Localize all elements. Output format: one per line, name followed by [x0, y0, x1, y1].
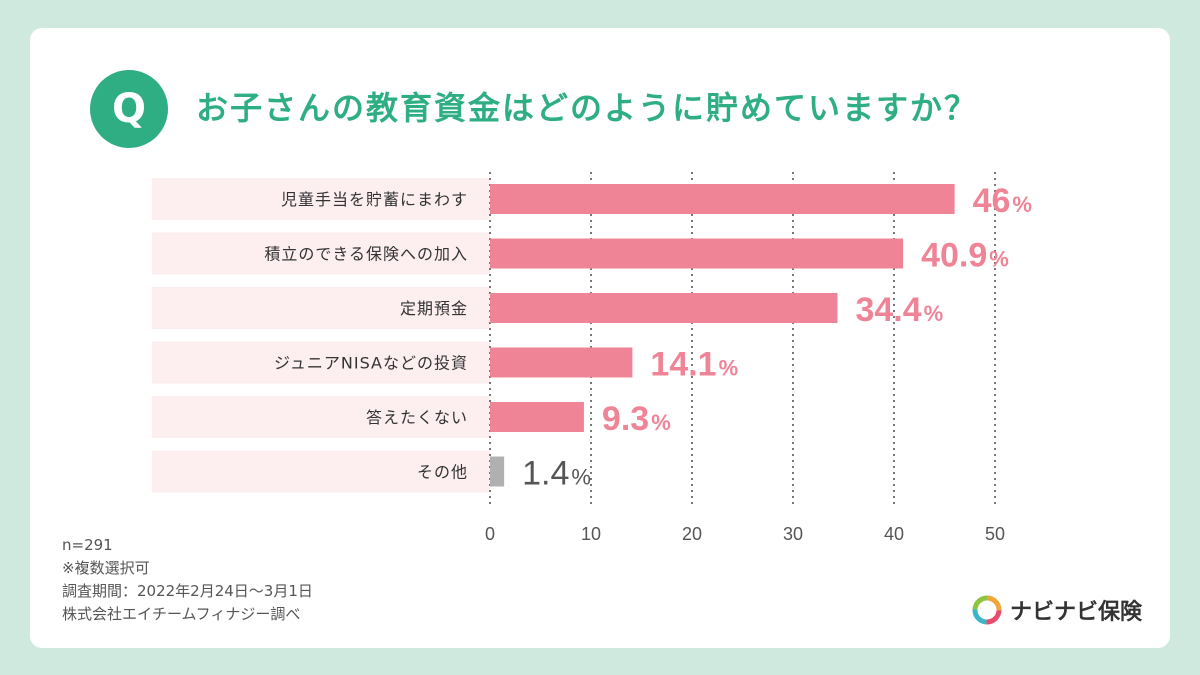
bar [490, 402, 584, 432]
value-unit: % [571, 465, 591, 490]
brand-logo: ナビナビ保険 [970, 590, 1142, 630]
value-unit: % [1012, 192, 1032, 217]
value-label: 1.4% [522, 455, 591, 493]
x-tick-label: 0 [485, 524, 495, 544]
value-label: 14.1% [650, 346, 738, 384]
value-unit: % [924, 301, 944, 326]
category-label-bg [152, 450, 490, 493]
category-label: 児童手当を貯蓄にまわす [281, 190, 468, 209]
brand-name: ナビナビ保険 [1010, 600, 1143, 625]
category-label-bg [152, 178, 490, 220]
bar [490, 184, 955, 214]
category-label: 定期預金 [400, 299, 468, 318]
value-label: 9.3% [602, 400, 671, 438]
bar [490, 456, 505, 487]
bar [490, 293, 838, 323]
sample-size-note: n=291 [62, 536, 113, 554]
category-label-bg [152, 287, 490, 329]
category-label-bg [152, 341, 490, 384]
category-label: その他 [417, 463, 468, 482]
value-unit: % [989, 247, 1009, 272]
value-label: 46% [973, 182, 1032, 220]
survey-notes: n=291 ※複数選択可 調査期間：2022年2月24日～3月1日 株式会社エイ… [62, 534, 313, 626]
category-label: 積立のできる保険への加入 [264, 245, 468, 264]
value-label: 40.9% [921, 237, 1009, 275]
x-tick-label: 40 [884, 524, 904, 544]
survey-period-note: 調査期間：2022年2月24日～3月1日 [62, 582, 313, 600]
brand-ring-icon [972, 595, 1002, 625]
category-label-bg [152, 232, 490, 275]
x-tick-label: 50 [985, 524, 1005, 544]
multiple-choice-note: ※複数選択可 [62, 559, 150, 577]
bar [490, 347, 633, 378]
source-note: 株式会社エイチームフィナジー調べ [62, 605, 301, 623]
value-unit: % [651, 410, 671, 435]
category-label: 答えたくない [366, 408, 468, 427]
value-label: 34.4% [855, 291, 943, 329]
category-label-bg [152, 396, 490, 438]
question-title: お子さんの教育資金はどのように貯めていますか？ [196, 89, 979, 127]
bar [490, 238, 904, 269]
x-tick-label: 10 [581, 524, 601, 544]
chart-card [30, 28, 1170, 648]
category-label: ジュニアNISAなどの投資 [274, 354, 468, 373]
value-unit: % [719, 356, 739, 381]
x-tick-label: 20 [682, 524, 702, 544]
question-badge: Q [90, 70, 168, 148]
x-tick-label: 30 [783, 524, 803, 544]
